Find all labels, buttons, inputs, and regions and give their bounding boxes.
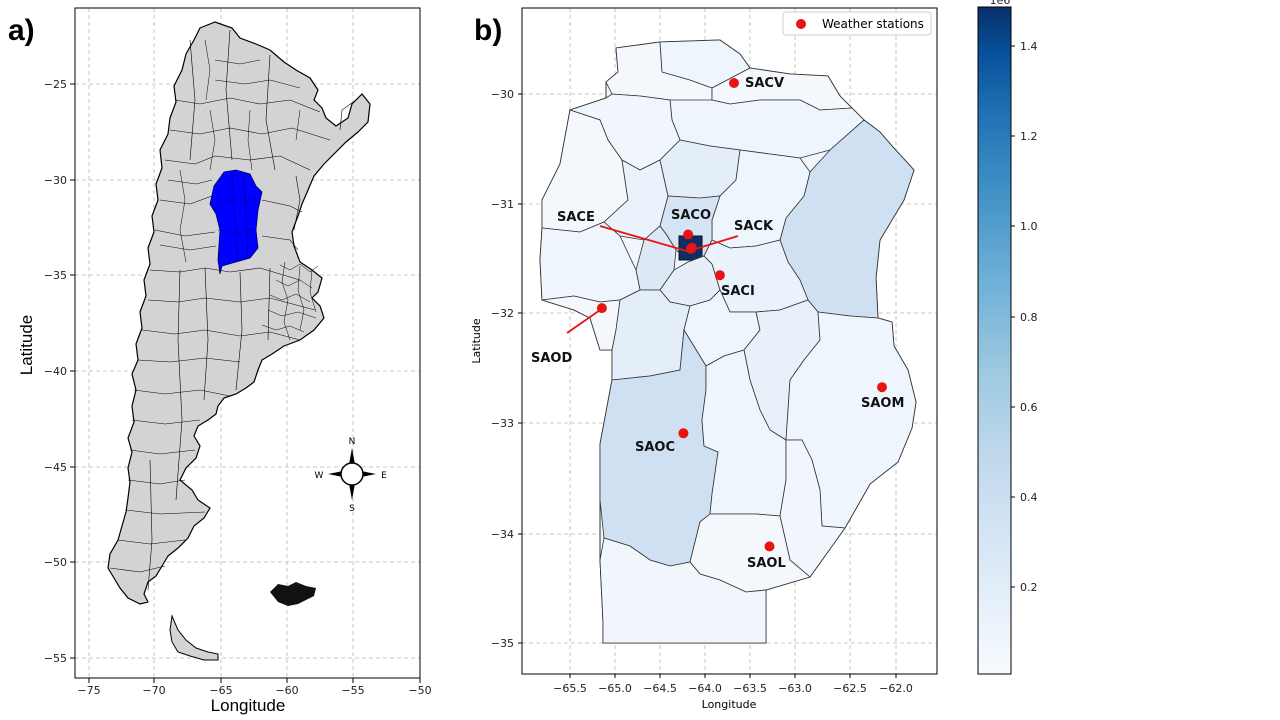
colorbar-tick: 0.6	[1020, 401, 1038, 414]
argentina-mainland	[107, 21, 371, 605]
panel-b: b)	[470, 7, 938, 711]
compass-n-label: N	[349, 437, 356, 447]
colorbar-exponent: 1e6	[990, 0, 1011, 7]
colorbar-tick: 1.0	[1020, 220, 1038, 233]
panel-a-label: a)	[8, 14, 35, 47]
panel-b-ytick: −35	[491, 637, 514, 650]
panel-a-xtick: −60	[275, 684, 298, 697]
panel-b-xtick: −65.5	[553, 682, 587, 695]
colorbar-ticks: 0.2 0.4 0.6 0.8 1.0 1.2 1.4	[1011, 40, 1038, 594]
station-marker-sack	[686, 242, 697, 253]
panel-a-yticks: −25 −30 −35 −40 −45 −50 −55	[44, 78, 75, 665]
compass-center-circle	[340, 462, 364, 486]
legend-label: Weather stations	[822, 17, 924, 31]
colorbar-tick: 0.2	[1020, 581, 1038, 594]
colorbar-tick: 1.2	[1020, 130, 1038, 143]
panel-a-ytick: −25	[44, 78, 67, 91]
panel-b-ytick: −32	[491, 307, 514, 320]
station-label-sacv: SACV	[745, 76, 784, 91]
panel-b-xtick: −63.5	[733, 682, 767, 695]
panel-b-label: b)	[474, 14, 502, 47]
compass-rose: N S E W	[315, 437, 388, 514]
compass-s-label: S	[349, 504, 355, 514]
department-boundaries-dense	[159, 39, 319, 341]
panel-b-ytick: −34	[491, 528, 514, 541]
weather-station-markers	[596, 78, 887, 552]
panel-a-xticks: −75 −70 −65 −60 −55 −50	[77, 678, 432, 697]
panel-b-ytick: −33	[491, 417, 514, 430]
panel-a-xtick: −75	[77, 684, 100, 697]
colorbar-tick: 0.8	[1020, 311, 1038, 324]
colorbar-gradient	[977, 6, 1012, 675]
station-label-saod: SAOD	[531, 351, 572, 366]
panel-b-ylabel: Latitude	[470, 318, 483, 364]
panel-a-xtick: −65	[209, 684, 232, 697]
station-marker-saco	[683, 229, 694, 240]
panel-b-xticks: −65.5 −65.0 −64.5 −64.0 −63.5 −63.0 −62.…	[553, 674, 913, 695]
cordoba-internal-boundaries	[217, 171, 257, 263]
compass-e-label: E	[381, 471, 387, 481]
panel-b-ytick: −31	[491, 198, 514, 211]
panel-b-xtick: −64.5	[643, 682, 677, 695]
panel-b-xlabel: Longitude	[702, 698, 757, 711]
tierra-del-fuego	[169, 614, 219, 661]
colorbar: 1e6 0.2 0.4 0.6 0.8 1.0 1.2 1.4	[977, 0, 1038, 675]
panel-b-ytick: −30	[491, 88, 514, 101]
panel-b-xtick: −63.0	[778, 682, 812, 695]
panel-b-xtick: −65.0	[598, 682, 632, 695]
station-marker-saoc	[678, 428, 689, 439]
panel-a-xtick: −50	[408, 684, 431, 697]
argentina-map	[107, 21, 371, 661]
station-marker-saci	[714, 270, 725, 281]
panel-b-legend: Weather stations	[782, 11, 932, 36]
panel-a-xlabel: Longitude	[211, 696, 286, 715]
department-marcos-juarez	[779, 439, 846, 578]
panel-a-frame	[74, 7, 421, 679]
panel-a: a)	[8, 7, 432, 715]
station-label-saol: SAOL	[747, 556, 786, 571]
station-connector-lines	[566, 225, 739, 334]
panel-b-frame	[521, 7, 938, 675]
panel-b-yticks: −30 −31 −32 −33 −34 −35	[491, 88, 522, 650]
panel-a-xtick: −55	[341, 684, 364, 697]
station-label-saci: SACI	[721, 284, 755, 299]
station-marker-saol	[764, 541, 775, 552]
department-calamuchita	[611, 289, 691, 381]
station-marker-saod	[596, 303, 607, 314]
cordoba-province-highlight	[209, 169, 263, 275]
weather-station-labels: SACV SACO SACE SACK SACI SAOD SAOM SAOC …	[531, 76, 904, 571]
panel-a-ytick: −55	[44, 652, 67, 665]
department-general-roca	[599, 537, 767, 644]
station-label-saoc: SAOC	[635, 440, 675, 455]
station-label-saom: SAOM	[861, 396, 904, 411]
colorbar-tick: 0.4	[1020, 491, 1038, 504]
station-label-sack: SACK	[734, 219, 774, 234]
compass-w-label: W	[315, 471, 324, 481]
cordoba-departments	[539, 39, 917, 644]
panel-a-ytick: −50	[44, 556, 67, 569]
department-boundaries	[109, 29, 357, 591]
department-union	[785, 311, 917, 529]
panel-a-ylabel: Latitude	[17, 315, 36, 376]
panel-b-xtick: −62.0	[879, 682, 913, 695]
station-label-sace: SACE	[557, 210, 595, 225]
panel-a-xtick: −70	[142, 684, 165, 697]
panel-a-ytick: −40	[44, 365, 67, 378]
panel-b-xtick: −62.5	[833, 682, 867, 695]
station-marker-saom	[877, 382, 887, 393]
malvinas-islands	[270, 582, 316, 606]
panel-a-ytick: −30	[44, 174, 67, 187]
panel-a-ytick: −45	[44, 461, 67, 474]
panel-b-xtick: −64.0	[688, 682, 722, 695]
panel-a-ytick: −35	[44, 269, 67, 282]
legend-station-marker	[796, 19, 806, 29]
station-marker-sacv	[729, 78, 739, 88]
legend-box	[782, 11, 932, 36]
station-label-saco: SACO	[671, 208, 711, 223]
panel-a-grid	[75, 8, 420, 678]
colorbar-tick: 1.4	[1020, 40, 1038, 53]
